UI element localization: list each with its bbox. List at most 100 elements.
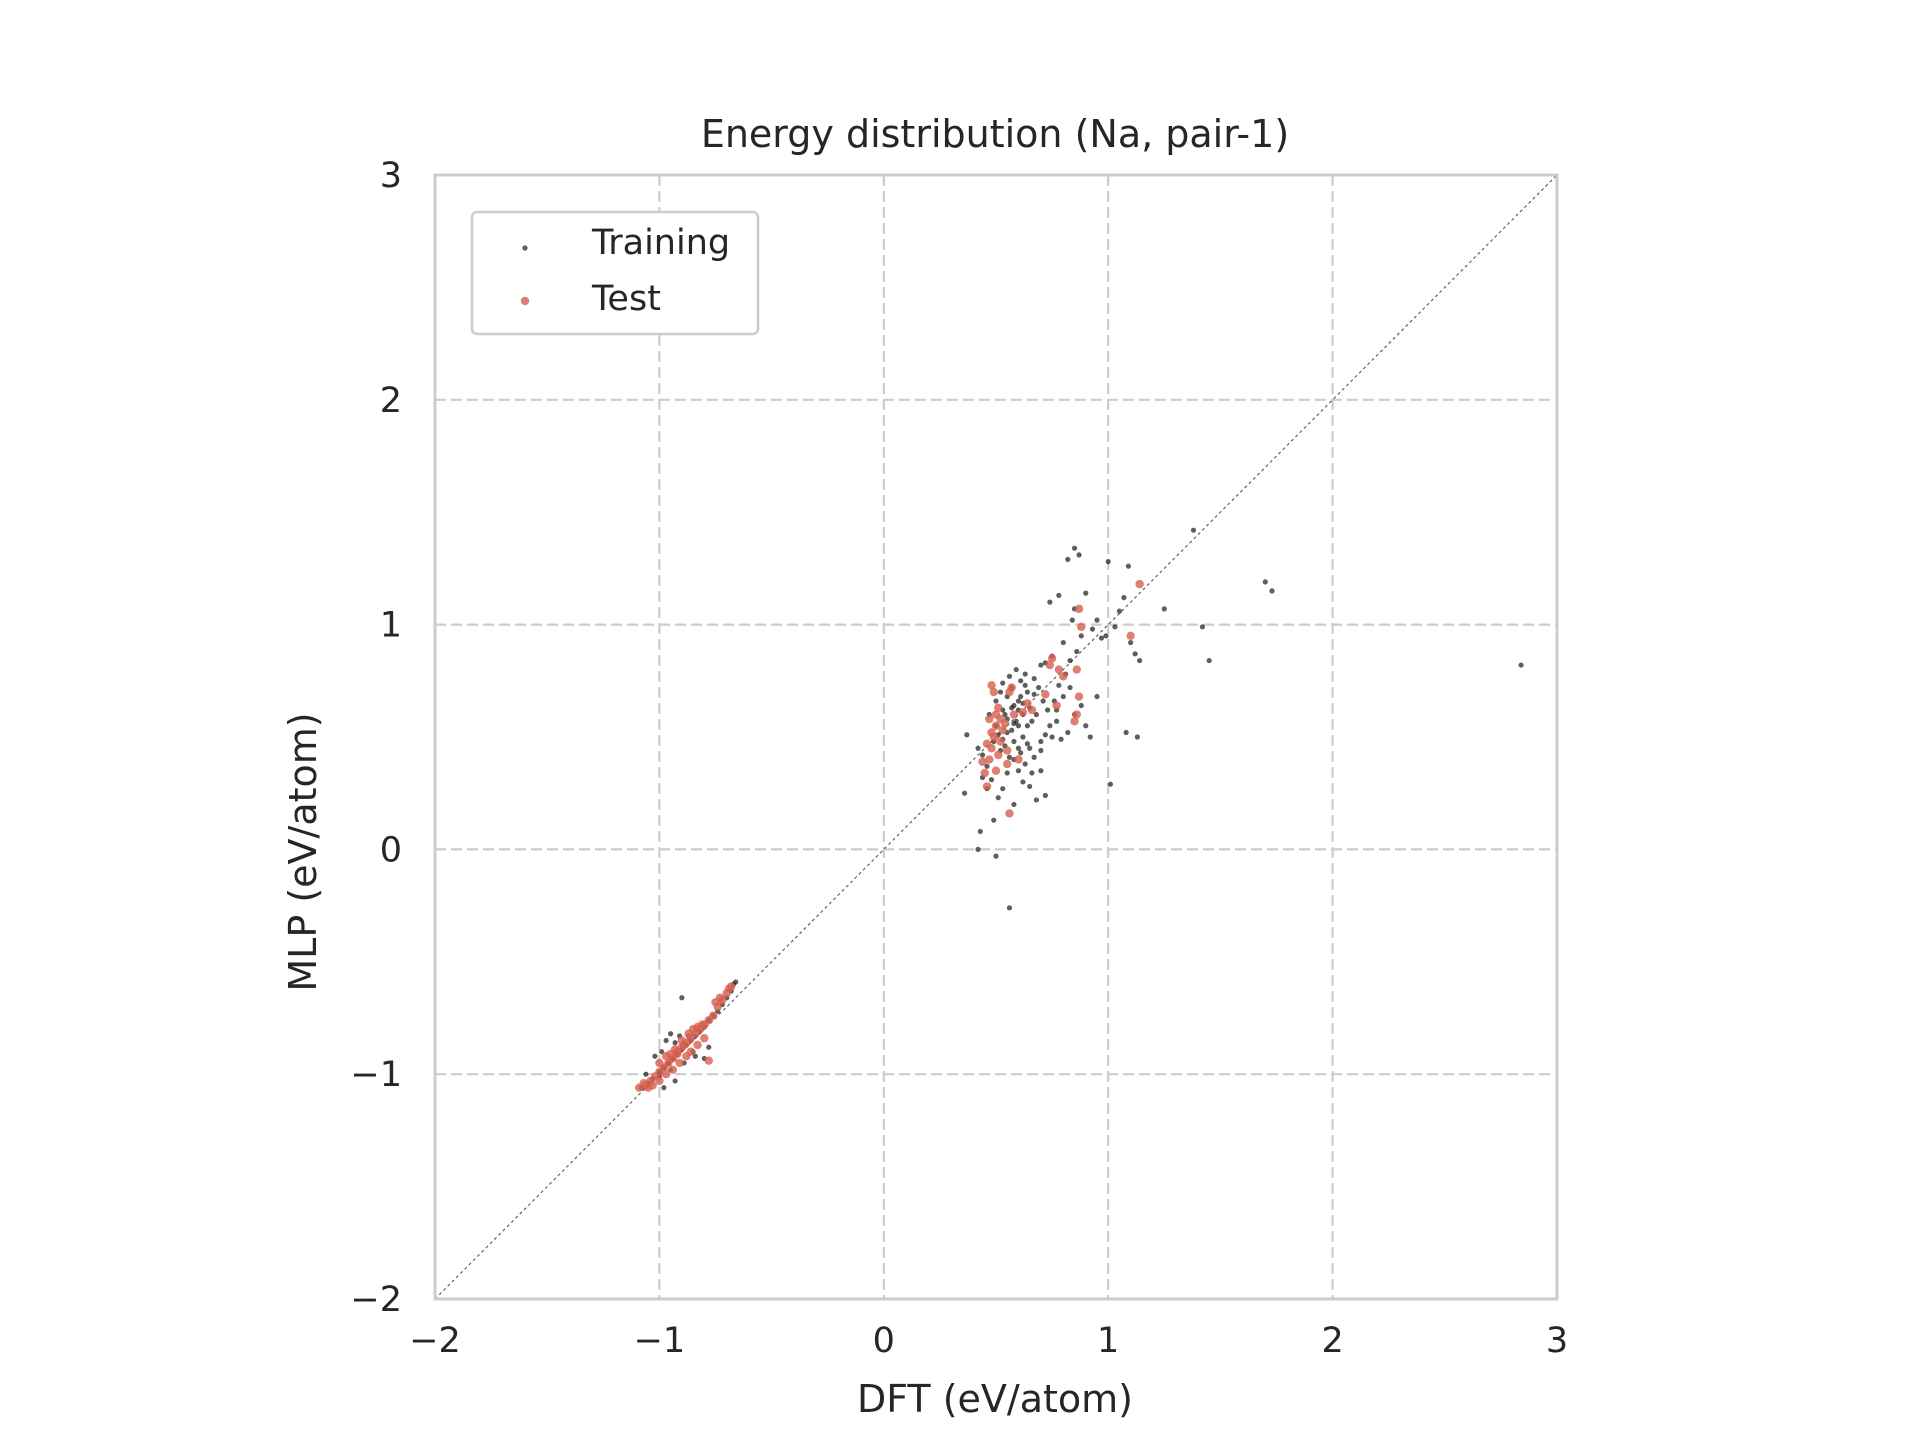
training-point xyxy=(1045,707,1051,713)
training-point xyxy=(1518,662,1524,668)
training-point xyxy=(964,732,970,738)
legend-box xyxy=(470,210,760,336)
test-point xyxy=(675,1058,684,1068)
training-point xyxy=(1013,666,1019,673)
legend-marker-test xyxy=(520,296,530,306)
training-point xyxy=(672,1040,678,1046)
test-point xyxy=(991,721,1001,730)
training-point xyxy=(1056,592,1062,598)
training-point xyxy=(1015,723,1022,729)
y-axis-label: MLP (eV/atom) xyxy=(281,712,325,991)
training-point xyxy=(1024,723,1031,729)
training-point xyxy=(979,752,986,758)
training-point xyxy=(663,1037,669,1044)
y-tick-label: 3 xyxy=(380,156,402,196)
test-point xyxy=(994,703,1003,712)
test-point xyxy=(1072,710,1081,719)
test-point xyxy=(1018,708,1028,717)
training-point xyxy=(659,1049,665,1055)
training-point xyxy=(1006,905,1013,911)
training-point xyxy=(1011,801,1017,808)
plot-frame xyxy=(433,173,1559,1301)
training-point xyxy=(1078,633,1084,639)
test-point xyxy=(994,750,1003,760)
training-point xyxy=(661,1085,667,1091)
training-point xyxy=(1031,754,1037,760)
test-point xyxy=(985,714,994,724)
test-point xyxy=(1005,809,1014,818)
training-point xyxy=(1206,657,1212,664)
training-point xyxy=(1056,682,1062,688)
training-point xyxy=(1020,734,1026,740)
training-point xyxy=(1112,624,1118,630)
test-point xyxy=(643,1083,653,1092)
y-tick-label: 2 xyxy=(380,381,402,421)
test-point xyxy=(985,755,994,764)
test-point xyxy=(661,1070,671,1079)
test-point xyxy=(655,1058,664,1068)
training-point xyxy=(1009,727,1015,733)
training-point xyxy=(984,763,990,769)
training-point xyxy=(1199,624,1206,630)
test-point xyxy=(991,766,1001,775)
test-point xyxy=(1126,631,1135,641)
training-point xyxy=(1058,736,1064,742)
training-point xyxy=(1042,732,1048,738)
test-point xyxy=(1072,665,1081,674)
training-point xyxy=(1038,747,1044,754)
test-point xyxy=(668,1065,678,1074)
test-point xyxy=(978,757,987,766)
test-point xyxy=(700,1034,709,1043)
training-point xyxy=(679,995,685,1001)
training-point xyxy=(1022,761,1028,767)
training-point xyxy=(1018,678,1024,684)
training-point xyxy=(643,1071,649,1077)
training-point xyxy=(1024,689,1031,695)
training-point xyxy=(1065,729,1071,736)
training-point xyxy=(1053,718,1060,724)
legend-marker-training xyxy=(522,245,528,251)
legend: Training Test xyxy=(470,210,760,336)
test-point xyxy=(697,1020,707,1029)
training-point xyxy=(1018,750,1024,756)
training-point xyxy=(1011,720,1017,727)
test-point xyxy=(982,782,992,791)
test-point xyxy=(1070,717,1079,726)
training-point xyxy=(1190,527,1197,533)
training-point xyxy=(995,795,1001,801)
training-point xyxy=(961,790,968,796)
test-point xyxy=(1007,683,1016,692)
training-point xyxy=(1269,588,1275,594)
training-point xyxy=(1029,718,1035,724)
training-point xyxy=(1015,768,1022,774)
y-tick-label: 1 xyxy=(380,606,402,646)
training-point xyxy=(1038,662,1044,668)
test-point xyxy=(1052,701,1061,710)
training-point xyxy=(1065,556,1071,563)
training-point xyxy=(1027,783,1033,790)
training-point xyxy=(733,979,739,985)
training-point xyxy=(997,689,1004,695)
training-point xyxy=(1024,741,1031,747)
training-point xyxy=(1083,590,1089,596)
x-tick-label: −1 xyxy=(634,1321,686,1361)
training-point xyxy=(1094,617,1100,623)
test-point xyxy=(996,737,1005,746)
training-point xyxy=(1071,545,1078,551)
test-point xyxy=(987,728,996,737)
test-point xyxy=(1014,755,1023,764)
training-point xyxy=(1047,599,1053,605)
test-point xyxy=(655,1076,664,1086)
training-point xyxy=(1087,734,1093,740)
training-point xyxy=(1137,657,1143,664)
training-point xyxy=(1161,606,1167,612)
training-point xyxy=(1031,675,1037,682)
training-point xyxy=(1098,635,1105,641)
x-tick-label: 1 xyxy=(1097,1321,1119,1361)
training-point xyxy=(672,1078,678,1084)
test-point xyxy=(1003,746,1012,755)
training-point xyxy=(668,1031,674,1037)
x-tick-label: −2 xyxy=(409,1321,461,1361)
training-point xyxy=(1121,595,1127,601)
